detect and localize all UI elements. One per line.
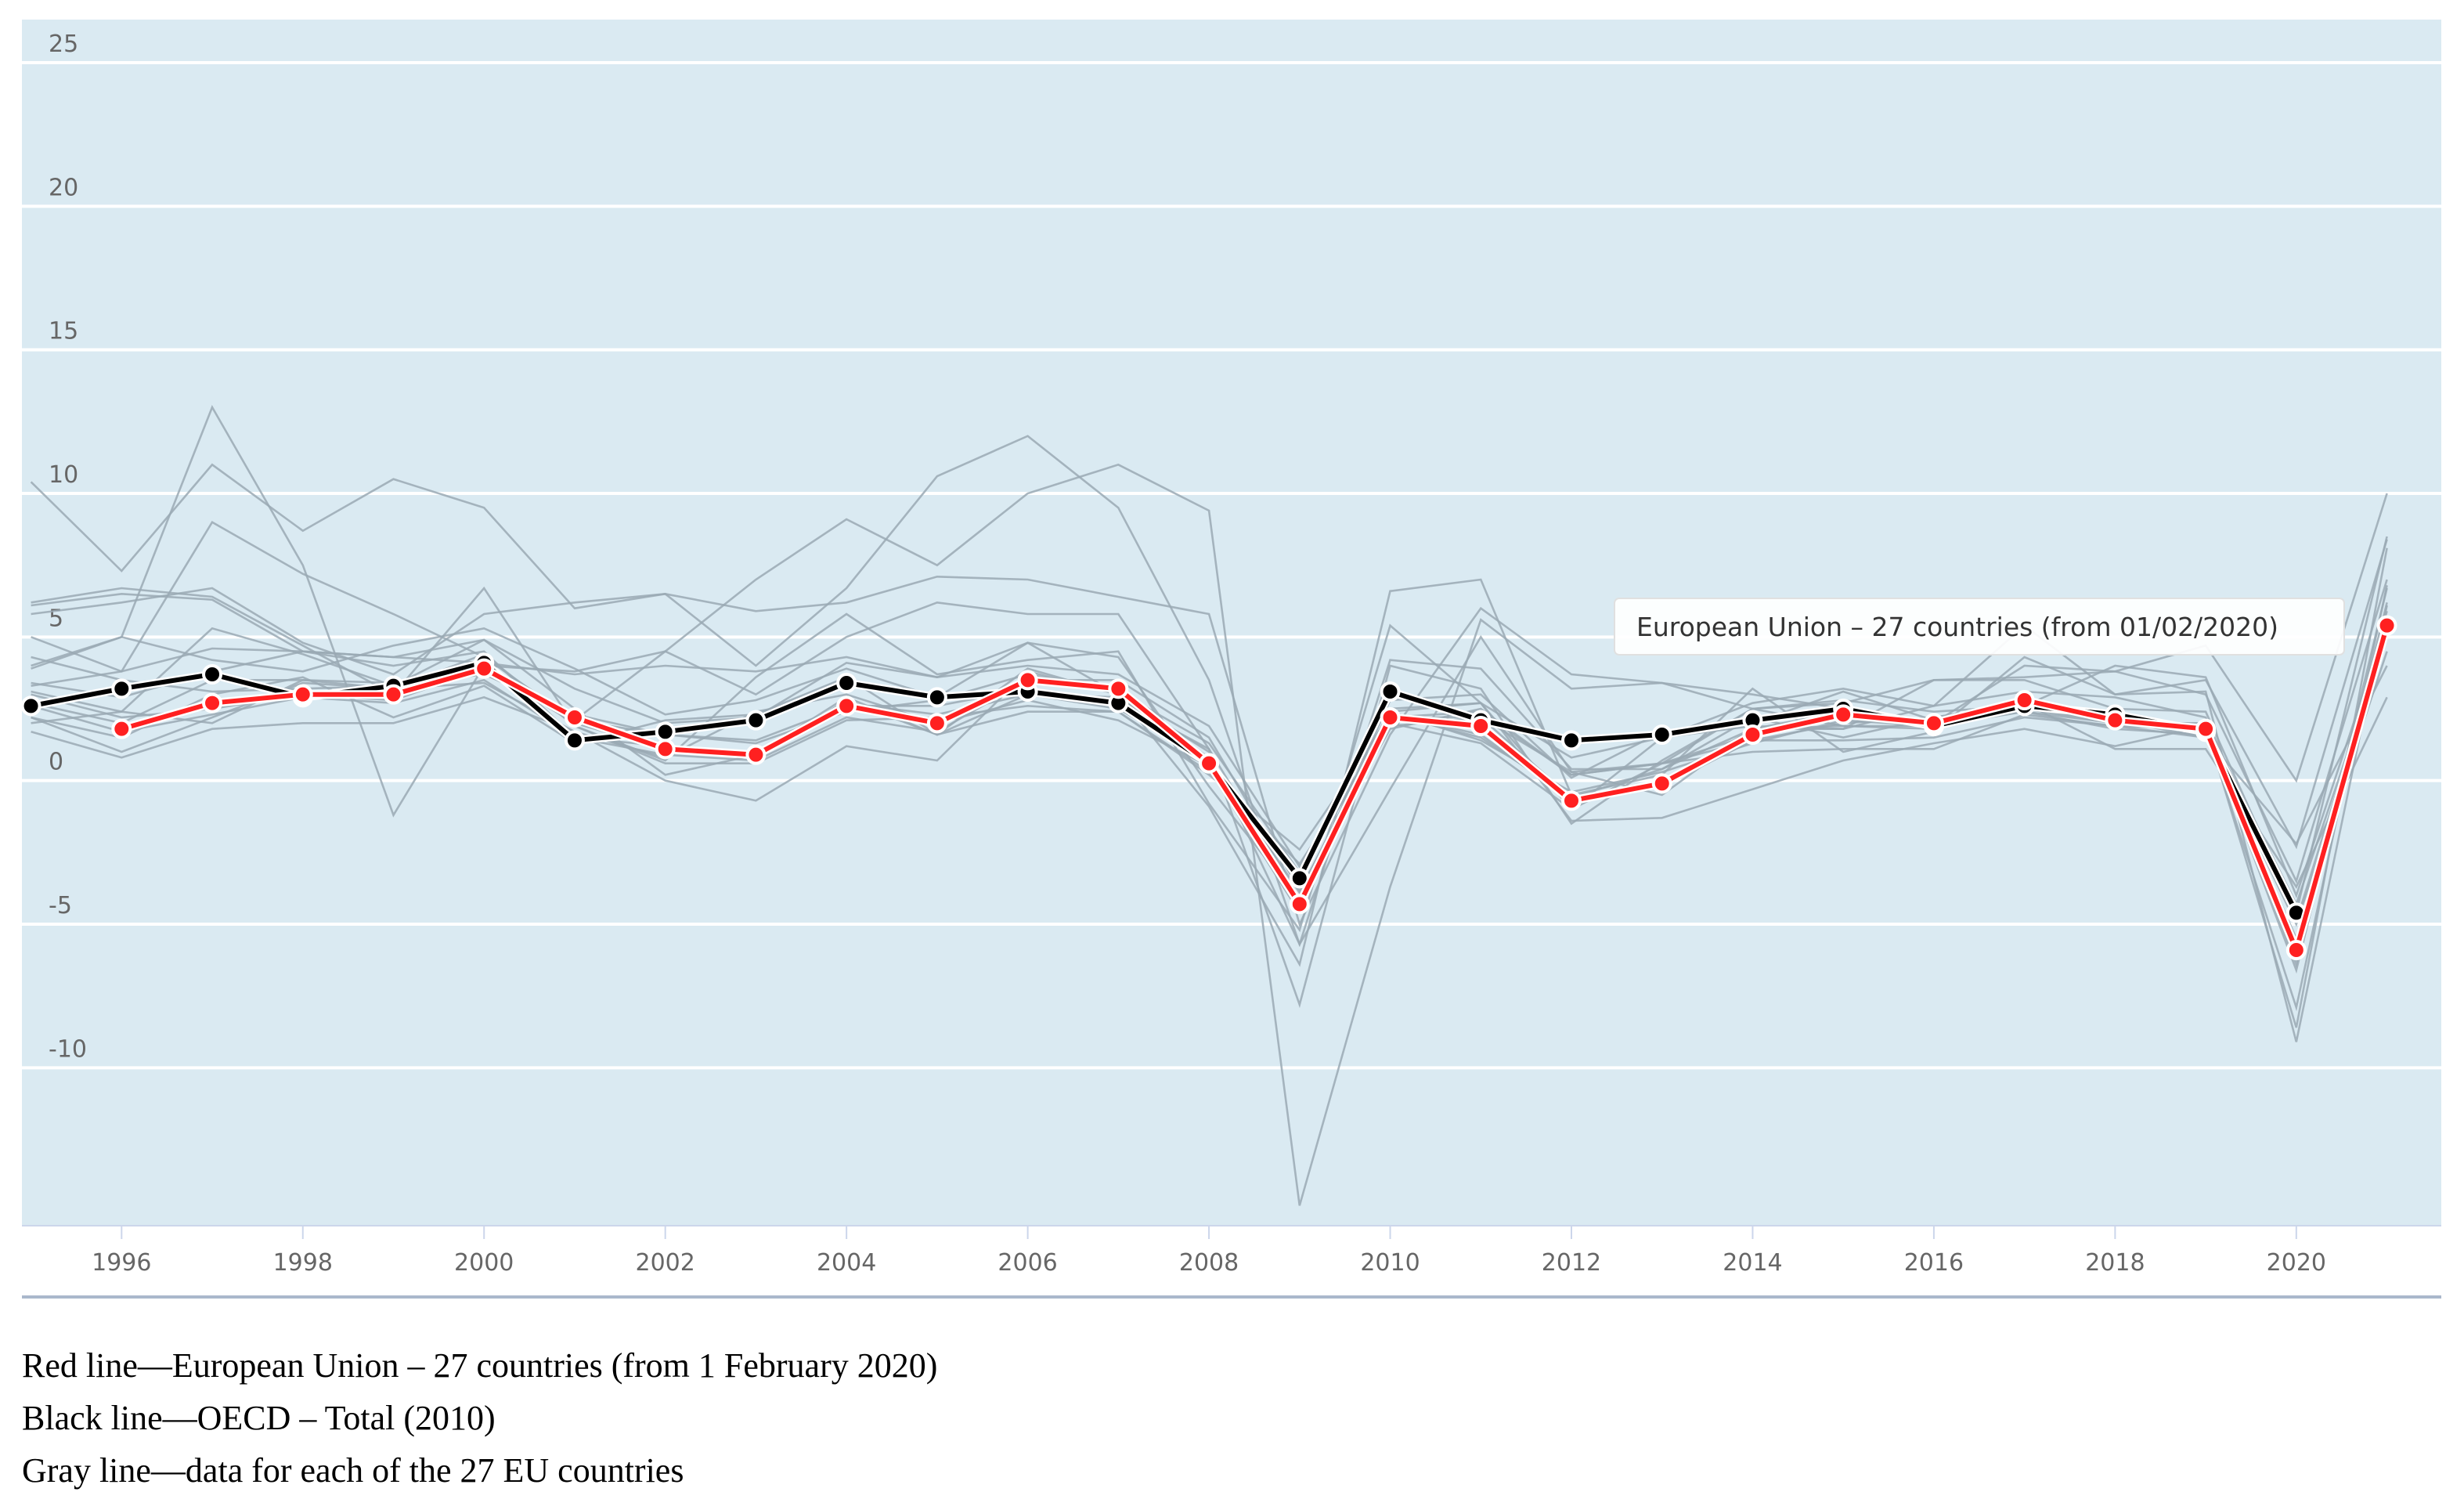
series-tooltip: European Union – 27 countries (from 01/0… xyxy=(1614,598,2345,656)
eu-point[interactable] xyxy=(1742,724,1763,745)
y-tick-label: 20 xyxy=(49,174,78,201)
y-tick-label: 5 xyxy=(49,605,63,632)
eu-point[interactable] xyxy=(1108,678,1129,699)
caption-red-line: Red line—European Union – 27 countries (… xyxy=(22,1346,938,1385)
y-tick-label: -5 xyxy=(49,892,72,919)
country-line xyxy=(31,405,2388,1206)
eu-point[interactable] xyxy=(2014,690,2035,710)
oecd-point[interactable] xyxy=(564,730,585,751)
x-axis-tick-labels: 1996 1998 2000 2002 2004 2006 2008 2010 2012 2014… xyxy=(92,1249,2326,1277)
eu-point[interactable] xyxy=(926,713,947,734)
eu-point[interactable] xyxy=(383,684,404,705)
oecd-point[interactable] xyxy=(1651,724,1672,745)
oecd-point[interactable] xyxy=(1560,730,1582,751)
oecd-point[interactable] xyxy=(1380,681,1401,702)
y-tick-label: -10 xyxy=(49,1035,87,1063)
x-tick-label: 2020 xyxy=(2267,1249,2326,1277)
y-axis-tick-labels: 25 20 15 10 5 0 -5 -10 xyxy=(49,31,87,1063)
x-tick-label: 2000 xyxy=(454,1249,514,1277)
oecd-point[interactable] xyxy=(111,678,132,699)
eu-point[interactable] xyxy=(745,744,767,765)
y-tick-label: 0 xyxy=(49,749,63,776)
oecd-point[interactable] xyxy=(20,695,41,717)
x-tick-label: 2016 xyxy=(1904,1249,1964,1277)
oecd-point[interactable] xyxy=(836,673,857,693)
eu-point[interactable] xyxy=(1470,716,1492,736)
x-tick-label: 2012 xyxy=(1542,1249,1601,1277)
gridlines xyxy=(22,61,2441,1070)
x-tick-label: 2006 xyxy=(998,1249,1057,1277)
eu-point[interactable] xyxy=(202,692,223,713)
x-tick-label: 2008 xyxy=(1179,1249,1239,1277)
eu-point[interactable] xyxy=(1560,790,1582,811)
x-tick-label: 2014 xyxy=(1723,1249,1782,1277)
eu-point[interactable] xyxy=(655,739,676,760)
oecd-point[interactable] xyxy=(926,687,947,708)
eu-point[interactable] xyxy=(1289,894,1310,915)
caption-black-line: Black line—OECD – Total (2010) xyxy=(22,1399,496,1437)
y-tick-label: 25 xyxy=(49,31,78,58)
eu-point[interactable] xyxy=(836,695,857,717)
x-tick-label: 1998 xyxy=(273,1249,333,1277)
x-tick-label: 2010 xyxy=(1360,1249,1420,1277)
x-tick-label: 2004 xyxy=(817,1249,876,1277)
x-tick-label: 2002 xyxy=(636,1249,695,1277)
eu-point[interactable] xyxy=(474,658,495,679)
country-line xyxy=(31,630,2388,924)
country-line xyxy=(31,493,2388,927)
eu-point[interactable] xyxy=(1017,670,1038,691)
caption-gray-line: Gray line—data for each of the 27 EU cou… xyxy=(22,1451,684,1490)
eu-point[interactable] xyxy=(1199,753,1220,774)
x-tick-label: 1996 xyxy=(92,1249,151,1277)
eu-point[interactable] xyxy=(1380,707,1401,728)
x-axis xyxy=(22,1225,2441,1299)
eu-series[interactable] xyxy=(111,615,2397,960)
oecd-point[interactable] xyxy=(202,664,223,685)
eu-point[interactable] xyxy=(2376,615,2397,636)
eu-point[interactable] xyxy=(564,707,585,728)
y-tick-label: 15 xyxy=(49,318,78,345)
eu-point[interactable] xyxy=(1923,713,1944,734)
oecd-point[interactable] xyxy=(745,710,767,731)
eu-point[interactable] xyxy=(292,684,313,705)
eu-point[interactable] xyxy=(2195,718,2217,739)
oecd-point[interactable] xyxy=(655,721,676,742)
eu-point[interactable] xyxy=(1651,773,1672,794)
eu-line[interactable] xyxy=(121,624,2390,952)
eu-point[interactable] xyxy=(111,718,132,739)
country-line xyxy=(30,435,2388,947)
eu-point[interactable] xyxy=(1833,704,1854,725)
tooltip-label: European Union – 27 countries (from 01/0… xyxy=(1636,612,2278,642)
y-tick-label: 10 xyxy=(49,461,78,489)
eu-point[interactable] xyxy=(2105,710,2126,731)
x-tick-label: 2018 xyxy=(2085,1249,2145,1277)
tooltip-box xyxy=(1614,598,2345,656)
eu-point[interactable] xyxy=(2285,940,2307,960)
